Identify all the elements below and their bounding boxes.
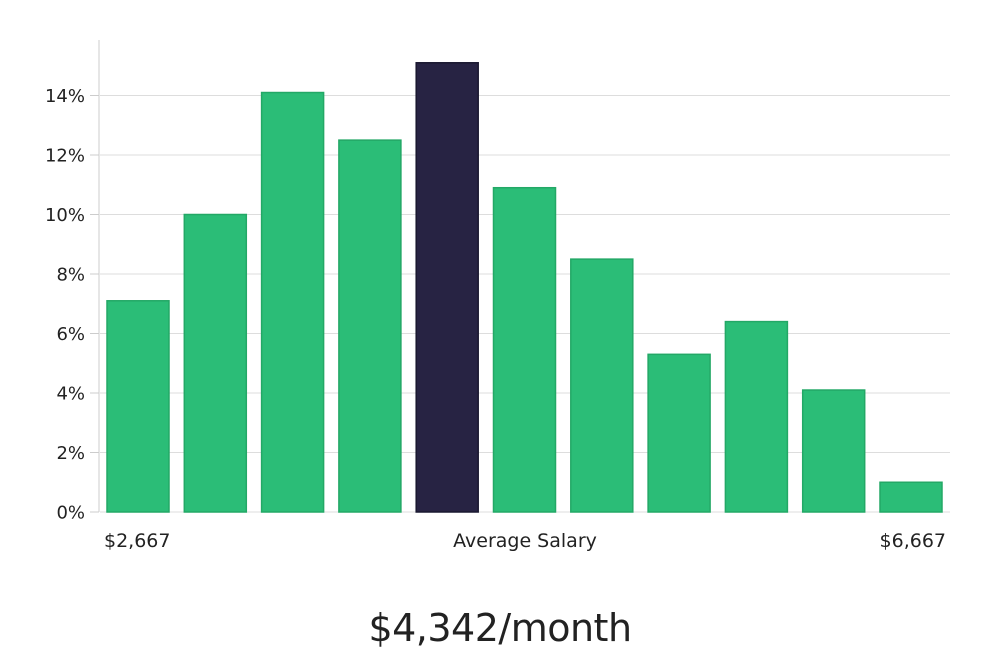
bar-8	[724, 320, 789, 513]
bar-10	[879, 481, 943, 513]
bar-1	[183, 213, 248, 513]
y-tick-label-4: 4%	[56, 384, 85, 405]
y-tick-label-2: 2%	[56, 443, 85, 464]
bar-9	[801, 389, 866, 513]
bar-0	[106, 300, 170, 513]
average-salary-value: $4,342/month	[368, 606, 632, 650]
x-label-center: Average Salary	[453, 530, 597, 552]
y-tick-label-12: 12%	[45, 146, 85, 167]
bars	[106, 62, 943, 513]
y-tick-label-6: 6%	[56, 324, 85, 345]
bar-3	[338, 139, 402, 513]
bar-6	[570, 258, 634, 513]
y-tick-label-10: 10%	[45, 205, 85, 226]
y-tick-label-0: 0%	[56, 503, 85, 524]
y-tick-label-8: 8%	[56, 265, 85, 286]
salary-distribution-chart: 0% 2% 4% 6% 8% 10% 12% 14% $2,667 Average Salar…	[45, 40, 950, 552]
bar-average-salary	[415, 62, 479, 513]
y-axis-ticks: 0% 2% 4% 6% 8% 10% 12% 14%	[45, 86, 99, 524]
x-label-max: $6,667	[880, 530, 946, 552]
y-tick-label-14: 14%	[45, 86, 85, 107]
bar-7	[647, 353, 711, 513]
bar-2	[260, 91, 325, 513]
bar-5	[492, 186, 557, 513]
x-label-min: $2,667	[104, 530, 170, 552]
